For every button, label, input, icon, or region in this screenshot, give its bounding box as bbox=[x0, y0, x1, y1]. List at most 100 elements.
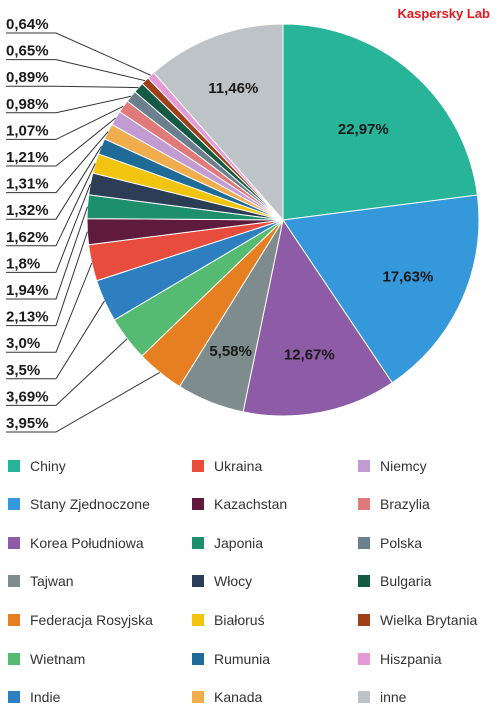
legend-swatch bbox=[8, 614, 20, 626]
legend-item-federacja-rosyjska: Federacja Rosyjska bbox=[8, 611, 153, 629]
leader-line-federacja-rosyjska bbox=[6, 371, 161, 433]
legend-item-bulgaria: Bulgaria bbox=[358, 572, 431, 590]
legend-item-brazylia: Brazylia bbox=[358, 495, 430, 513]
legend-swatch bbox=[192, 537, 204, 549]
pie-slices bbox=[86, 23, 480, 417]
legend-swatch bbox=[8, 537, 20, 549]
legend-label: Stany Zjednoczone bbox=[30, 496, 150, 512]
leader-line-wlocy bbox=[6, 183, 91, 273]
pie-slice-chiny bbox=[282, 23, 478, 221]
side-label-niemcy: 1,21% bbox=[6, 149, 49, 166]
legend-label: Wietnam bbox=[30, 651, 86, 667]
leader-line-bulgaria bbox=[6, 85, 139, 89]
side-label-bulgaria: 0,89% bbox=[6, 69, 49, 86]
leader-lines bbox=[6, 32, 161, 433]
legend-label: inne bbox=[380, 689, 407, 705]
legend-item-kazachstan: Kazachstan bbox=[192, 495, 287, 513]
legend-item-ukraina: Ukraina bbox=[192, 457, 262, 475]
side-label-ukraina: 3,0% bbox=[6, 335, 40, 352]
legend-label: Indie bbox=[30, 689, 61, 705]
leader-line-kanada bbox=[6, 131, 109, 194]
leader-line-rumunia bbox=[6, 146, 102, 220]
side-label-japonia: 1,94% bbox=[6, 282, 49, 299]
legend-item-stany-zjednoczone: Stany Zjednoczone bbox=[8, 495, 150, 513]
leader-line-brazylia bbox=[6, 105, 124, 140]
legend-label: Białoruś bbox=[214, 612, 265, 628]
legend-item-tajwan: Tajwan bbox=[8, 572, 74, 590]
side-label-federacja-rosyjska: 3,95% bbox=[6, 415, 49, 432]
legend-item-wietnam: Wietnam bbox=[8, 650, 85, 668]
pie-slice-korea-poludniowa bbox=[242, 218, 393, 417]
legend-label: Korea Południowa bbox=[30, 535, 144, 551]
legend-swatch bbox=[358, 575, 370, 587]
legend-item-niemcy: Niemcy bbox=[358, 457, 427, 475]
legend-swatch bbox=[192, 460, 204, 472]
leader-line-niemcy bbox=[6, 117, 116, 167]
side-label-rumunia: 1,32% bbox=[6, 202, 49, 219]
side-label-polska: 0,98% bbox=[6, 96, 49, 113]
legend-swatch bbox=[192, 691, 204, 703]
legend-swatch bbox=[192, 653, 204, 665]
legend-swatch bbox=[192, 498, 204, 510]
leader-line-indie bbox=[6, 300, 105, 380]
side-label-kanada: 1,31% bbox=[6, 176, 49, 193]
legend-label: Japonia bbox=[214, 535, 264, 551]
leader-line-hiszpania bbox=[6, 32, 152, 76]
legend-label: Ukraina bbox=[214, 458, 263, 474]
side-label-indie: 3,5% bbox=[6, 362, 40, 379]
side-label-brazylia: 1,07% bbox=[6, 122, 49, 139]
slice-label-tajwan: 5,58% bbox=[209, 343, 252, 360]
legend-swatch bbox=[8, 691, 20, 703]
legend-label: Włocy bbox=[214, 573, 253, 589]
side-labels: 0,64% 0,65% 0,89% 0,98% 1,07% 1,21% 1,31% 1,32%… bbox=[6, 16, 49, 432]
legend-swatch bbox=[358, 653, 370, 665]
legend-label: Wielka Brytania bbox=[380, 612, 478, 628]
legend-swatch bbox=[358, 460, 370, 472]
side-label-wielka-brytania: 0,65% bbox=[6, 43, 49, 60]
legend-swatch bbox=[358, 691, 370, 703]
legend-item-bialorus: Białoruś bbox=[192, 611, 265, 629]
leader-line-kazachstan bbox=[6, 231, 88, 327]
slice-label-korea-poludniowa: 12,67% bbox=[284, 347, 335, 364]
legend: Chiny Stany Zjednoczone Korea Południowa Ta… bbox=[0, 452, 500, 715]
legend-item-japonia: Japonia bbox=[192, 534, 263, 552]
legend-swatch bbox=[192, 614, 204, 626]
legend-label: Chiny bbox=[30, 458, 66, 474]
leader-line-bialorus bbox=[6, 163, 96, 247]
leader-line-japonia bbox=[6, 206, 88, 300]
legend-item-polska: Polska bbox=[358, 534, 422, 552]
inside-labels: 22,97% 17,63% 12,67% 5,58% 11,46% bbox=[208, 80, 433, 364]
legend-item-wlocy: Włocy bbox=[192, 572, 252, 590]
legend-item-chiny: Chiny bbox=[8, 457, 66, 475]
legend-label: Kazachstan bbox=[214, 496, 288, 512]
legend-item-rumunia: Rumunia bbox=[192, 650, 270, 668]
legend-label: Kanada bbox=[214, 689, 263, 705]
legend-swatch bbox=[358, 537, 370, 549]
pie-slice-inne bbox=[153, 23, 284, 222]
legend-label: Niemcy bbox=[380, 458, 427, 474]
legend-item-wielka-brytania: Wielka Brytania bbox=[358, 611, 477, 629]
side-label-wlocy: 1,8% bbox=[6, 255, 40, 272]
leader-line-wietnam bbox=[6, 338, 128, 406]
leader-line-ukraina bbox=[6, 262, 93, 353]
slice-label-stany-zjednoczone: 17,63% bbox=[382, 269, 433, 286]
legend-swatch bbox=[8, 653, 20, 665]
brand-logo-text: Kaspersky Lab bbox=[397, 6, 491, 21]
legend-label: Tajwan bbox=[30, 573, 74, 589]
pie-chart: 22,97% 17,63% 12,67% 5,58% 11,46% 0,64% 0,65%… bbox=[6, 16, 480, 433]
slice-label-chiny: 22,97% bbox=[338, 121, 389, 138]
legend-label: Brazylia bbox=[380, 496, 430, 512]
side-label-wietnam: 3,69% bbox=[6, 388, 49, 405]
legend-item-hiszpania: Hiszpania bbox=[358, 650, 441, 668]
legend-swatch bbox=[8, 460, 20, 472]
legend-swatch bbox=[358, 614, 370, 626]
legend-item-inne: inne bbox=[358, 688, 406, 706]
legend-swatch bbox=[8, 498, 20, 510]
legend-label: Rumunia bbox=[214, 651, 271, 667]
legend-swatch bbox=[192, 575, 204, 587]
slice-label-inne: 11,46% bbox=[208, 80, 258, 97]
pie-slice-stany-zjednoczone bbox=[282, 194, 480, 384]
legend-swatch bbox=[8, 575, 20, 587]
legend-label: Hiszpania bbox=[380, 651, 442, 667]
legend-item-kanada: Kanada bbox=[192, 688, 262, 706]
